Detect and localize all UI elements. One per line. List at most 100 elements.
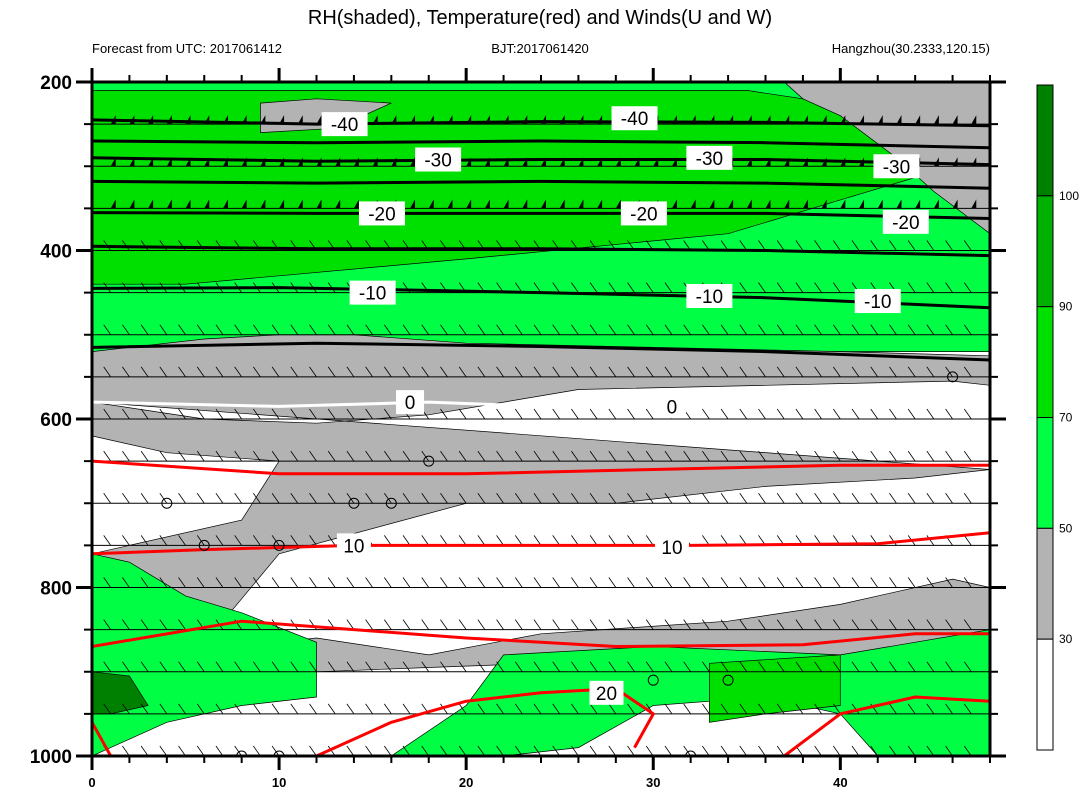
wind-barb — [122, 493, 130, 504]
wind-barb — [814, 450, 822, 462]
wind-barb — [477, 577, 486, 588]
wind-barb — [477, 745, 486, 756]
wind-barb — [720, 661, 729, 672]
wind-barb — [963, 703, 972, 715]
wind-barb — [402, 745, 411, 756]
wind-barb — [514, 408, 523, 420]
wind-barb — [664, 619, 673, 630]
wind-flag — [297, 199, 303, 209]
wind-barb — [627, 661, 635, 672]
temperature-contour — [92, 156, 990, 167]
wind-barb — [458, 745, 467, 756]
wind-barb — [514, 324, 523, 335]
wind-barb — [664, 366, 673, 378]
wind-barb — [178, 324, 186, 335]
contour-label-box — [396, 390, 425, 415]
wind-barb — [290, 535, 299, 546]
vertical-motion-circle — [198, 539, 210, 551]
contour-label-box — [873, 154, 920, 179]
wind-barb — [702, 366, 710, 378]
wind-barb — [533, 661, 542, 672]
wind-barb — [458, 493, 467, 504]
temperature-contours — [92, 118, 990, 756]
wind-barb — [421, 661, 430, 672]
wind-barb — [402, 535, 411, 546]
wind-barb — [814, 577, 822, 588]
colorbar-bin — [1036, 638, 1054, 751]
wind-flag — [578, 199, 584, 209]
wind-barb — [253, 408, 261, 420]
wind-barb — [477, 408, 486, 420]
colorbar-label: 90 — [1059, 300, 1073, 314]
wind-barb — [533, 577, 542, 588]
wind-barb — [514, 366, 523, 378]
wind-barb — [365, 577, 373, 588]
wind-barb — [271, 577, 280, 588]
wind-barb — [645, 366, 654, 378]
wind-barb — [683, 661, 691, 672]
contour-label: -20 — [368, 204, 395, 225]
wind-barb — [178, 366, 186, 378]
wind-barb — [346, 619, 355, 630]
wind-barb — [196, 324, 205, 335]
wind-barb — [739, 408, 748, 420]
wind-barb — [645, 408, 654, 420]
wind-barb — [496, 450, 504, 462]
wind-barb — [907, 619, 916, 630]
wind-barb — [477, 703, 486, 715]
wind-barb — [608, 535, 617, 546]
wind-barb — [140, 577, 149, 588]
wind-barb — [926, 619, 935, 630]
wind-barb — [159, 366, 168, 378]
wind-barb — [533, 619, 542, 630]
wind-barb — [309, 366, 317, 378]
wind-barb — [309, 324, 317, 335]
wind-barb — [215, 450, 224, 462]
wind-barb — [159, 240, 168, 251]
wind-barb — [421, 366, 430, 378]
wind-flag — [859, 115, 865, 125]
wind-barb — [571, 408, 579, 420]
wind-barb — [253, 366, 261, 378]
wind-barb — [889, 240, 897, 251]
wind-barb — [963, 619, 972, 630]
wind-flag — [597, 199, 603, 209]
wind-barb — [103, 450, 112, 462]
wind-barb — [103, 535, 112, 546]
wind-barb — [739, 661, 748, 672]
wind-barb — [402, 450, 411, 462]
wind-barb — [327, 577, 336, 588]
wind-barb — [739, 745, 748, 756]
wind-barb — [458, 450, 467, 462]
wind-barb — [608, 450, 617, 462]
wind-barb — [833, 366, 841, 378]
contour-label: -40 — [331, 115, 358, 136]
wind-barb — [514, 661, 523, 672]
wind-barb — [627, 535, 635, 546]
wind-barb — [963, 282, 972, 293]
wind-flag — [353, 199, 359, 209]
wind-barb — [814, 745, 822, 756]
wind-barb — [290, 661, 299, 672]
wind-barb — [215, 745, 224, 756]
wind-barb — [140, 619, 149, 630]
wind-barb — [290, 408, 299, 420]
wind-barb — [514, 493, 523, 504]
wind-barb — [234, 535, 242, 546]
wind-flag — [503, 199, 509, 209]
wind-flag — [933, 115, 939, 125]
wind-flag — [335, 199, 341, 209]
wind-barb — [552, 577, 561, 588]
wind-flag — [372, 115, 378, 125]
wind-barb — [608, 324, 617, 335]
wind-flag — [410, 199, 416, 209]
x-tick-label: 30 — [646, 775, 660, 790]
temperature-contour — [92, 179, 990, 190]
wind-barb — [889, 535, 897, 546]
wind-barb — [421, 535, 430, 546]
wind-barb — [833, 703, 841, 715]
wind-barb — [571, 619, 579, 630]
wind-barb — [889, 745, 897, 756]
wind-barb — [589, 450, 598, 462]
temperature-contour — [92, 118, 990, 128]
